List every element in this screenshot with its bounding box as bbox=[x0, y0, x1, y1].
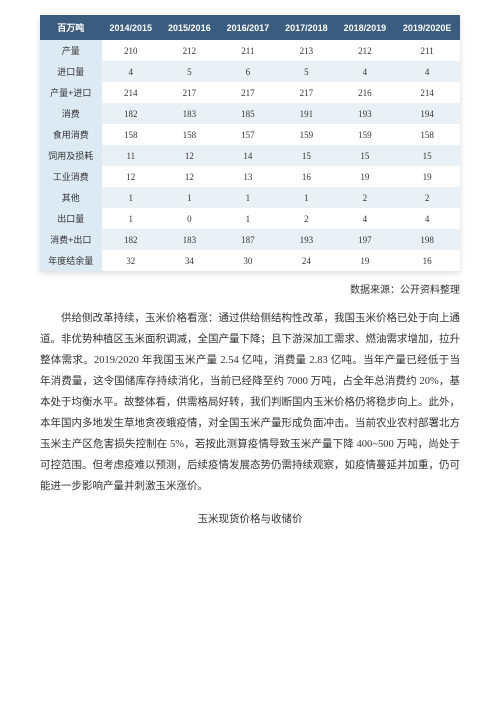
cell: 24 bbox=[277, 250, 336, 271]
cell: 4 bbox=[336, 61, 395, 82]
table-row: 消费+出口182183187193197198 bbox=[40, 229, 460, 250]
cell: 187 bbox=[219, 229, 278, 250]
cell: 0 bbox=[160, 208, 219, 229]
data-source: 数据来源：公开资料整理 bbox=[40, 281, 460, 296]
row-label: 进口量 bbox=[40, 61, 102, 82]
cell: 2 bbox=[394, 187, 460, 208]
cell: 182 bbox=[102, 103, 161, 124]
cell: 1 bbox=[219, 208, 278, 229]
cell: 216 bbox=[336, 82, 395, 103]
cell: 4 bbox=[394, 208, 460, 229]
cell: 12 bbox=[160, 166, 219, 187]
year-header: 2018/2019 bbox=[336, 15, 395, 40]
cell: 34 bbox=[160, 250, 219, 271]
row-label: 消费 bbox=[40, 103, 102, 124]
cell: 157 bbox=[219, 124, 278, 145]
row-label: 产量+进口 bbox=[40, 82, 102, 103]
cell: 182 bbox=[102, 229, 161, 250]
cell: 19 bbox=[336, 166, 395, 187]
cell: 2 bbox=[336, 187, 395, 208]
cell: 210 bbox=[102, 40, 161, 61]
row-label: 出口量 bbox=[40, 208, 102, 229]
data-table: 百万吨 2014/2015 2015/2016 2016/2017 2017/2… bbox=[40, 15, 460, 271]
table-row: 产量+进口214217217217216214 bbox=[40, 82, 460, 103]
table-row: 年度结余量323430241916 bbox=[40, 250, 460, 271]
cell: 198 bbox=[394, 229, 460, 250]
cell: 158 bbox=[160, 124, 219, 145]
cell: 4 bbox=[102, 61, 161, 82]
cell: 193 bbox=[336, 103, 395, 124]
cell: 5 bbox=[160, 61, 219, 82]
table-row: 饲用及损耗111214151515 bbox=[40, 145, 460, 166]
cell: 32 bbox=[102, 250, 161, 271]
cell: 217 bbox=[160, 82, 219, 103]
cell: 159 bbox=[336, 124, 395, 145]
cell: 191 bbox=[277, 103, 336, 124]
cell: 213 bbox=[277, 40, 336, 61]
cell: 12 bbox=[160, 145, 219, 166]
year-header: 2019/2020E bbox=[394, 15, 460, 40]
cell: 11 bbox=[102, 145, 161, 166]
table-row: 消费182183185191193194 bbox=[40, 103, 460, 124]
section-title: 玉米现货价格与收储价 bbox=[40, 511, 460, 526]
cell: 185 bbox=[219, 103, 278, 124]
table-row: 出口量101244 bbox=[40, 208, 460, 229]
table-row: 进口量456544 bbox=[40, 61, 460, 82]
cell: 183 bbox=[160, 103, 219, 124]
cell: 211 bbox=[394, 40, 460, 61]
cell: 4 bbox=[336, 208, 395, 229]
cell: 212 bbox=[160, 40, 219, 61]
cell: 19 bbox=[336, 250, 395, 271]
year-header: 2016/2017 bbox=[219, 15, 278, 40]
cell: 6 bbox=[219, 61, 278, 82]
year-header: 2017/2018 bbox=[277, 15, 336, 40]
cell: 194 bbox=[394, 103, 460, 124]
cell: 1 bbox=[102, 187, 161, 208]
table-row: 工业消费121213161919 bbox=[40, 166, 460, 187]
cell: 1 bbox=[219, 187, 278, 208]
cell: 4 bbox=[394, 61, 460, 82]
cell: 1 bbox=[102, 208, 161, 229]
cell: 158 bbox=[102, 124, 161, 145]
table-row: 其他111122 bbox=[40, 187, 460, 208]
cell: 193 bbox=[277, 229, 336, 250]
cell: 15 bbox=[336, 145, 395, 166]
year-header: 2014/2015 bbox=[102, 15, 161, 40]
cell: 158 bbox=[394, 124, 460, 145]
cell: 2 bbox=[277, 208, 336, 229]
cell: 30 bbox=[219, 250, 278, 271]
year-header: 2015/2016 bbox=[160, 15, 219, 40]
cell: 217 bbox=[277, 82, 336, 103]
table-row: 食用消费158158157159159158 bbox=[40, 124, 460, 145]
cell: 13 bbox=[219, 166, 278, 187]
row-label: 工业消费 bbox=[40, 166, 102, 187]
cell: 1 bbox=[160, 187, 219, 208]
table-row: 产量210212211213212211 bbox=[40, 40, 460, 61]
row-label: 产量 bbox=[40, 40, 102, 61]
cell: 211 bbox=[219, 40, 278, 61]
row-label: 食用消费 bbox=[40, 124, 102, 145]
row-label: 其他 bbox=[40, 187, 102, 208]
row-label: 年度结余量 bbox=[40, 250, 102, 271]
cell: 14 bbox=[219, 145, 278, 166]
cell: 15 bbox=[277, 145, 336, 166]
cell: 214 bbox=[394, 82, 460, 103]
body-paragraph: 供给侧改革持续，玉米价格看涨：通过供给侧结构性改革，我国玉米价格已处于向上通道。… bbox=[40, 308, 460, 497]
cell: 197 bbox=[336, 229, 395, 250]
row-label: 饲用及损耗 bbox=[40, 145, 102, 166]
row-label: 消费+出口 bbox=[40, 229, 102, 250]
cell: 217 bbox=[219, 82, 278, 103]
cell: 1 bbox=[277, 187, 336, 208]
unit-header: 百万吨 bbox=[40, 15, 102, 40]
cell: 212 bbox=[336, 40, 395, 61]
cell: 159 bbox=[277, 124, 336, 145]
cell: 15 bbox=[394, 145, 460, 166]
cell: 16 bbox=[277, 166, 336, 187]
cell: 183 bbox=[160, 229, 219, 250]
cell: 12 bbox=[102, 166, 161, 187]
cell: 16 bbox=[394, 250, 460, 271]
cell: 214 bbox=[102, 82, 161, 103]
cell: 19 bbox=[394, 166, 460, 187]
cell: 5 bbox=[277, 61, 336, 82]
